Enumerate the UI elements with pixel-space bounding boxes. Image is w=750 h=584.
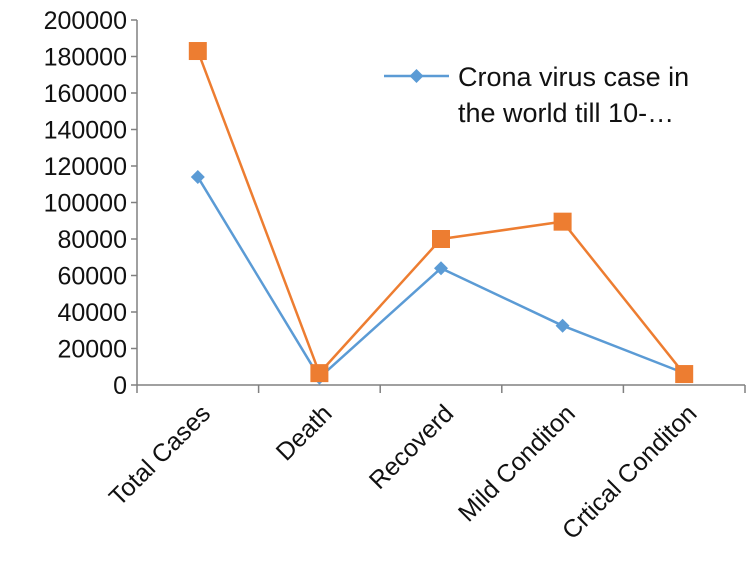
series-2-markers: [188, 42, 694, 384]
legend: Crona virus case in the world till 10-…: [384, 62, 689, 128]
series-layer: [188, 42, 694, 385]
y-tick-label: 60000: [57, 263, 127, 291]
series-1: [196, 176, 685, 379]
data-point-diamond: [190, 169, 205, 184]
legend-label-line-2: the world till 10-…: [458, 98, 674, 128]
data-point-square: [310, 364, 329, 383]
legend-label-line-1: Crona virus case in: [458, 62, 689, 92]
data-point-square: [553, 212, 572, 231]
series-1-markers: [190, 169, 692, 385]
x-tick-label: Mild Conditon: [453, 399, 581, 527]
data-point-diamond: [555, 318, 570, 333]
x-tick-label: Death: [271, 399, 338, 466]
data-point-square: [675, 365, 694, 384]
data-point-diamond: [434, 261, 448, 276]
y-tick-label: 0: [113, 372, 127, 400]
y-ticks: 0 20000 40000 60000 80000 100000 120000 140000 1…: [44, 7, 137, 400]
y-tick-label: 20000: [57, 336, 127, 364]
y-tick-label: 100000: [44, 190, 127, 218]
x-tick-label: Total Cases: [104, 399, 216, 511]
y-tick-label: 200000: [44, 7, 127, 35]
y-tick-label: 160000: [44, 80, 127, 108]
legend-marker-diamond-icon: [409, 69, 424, 83]
series-1-line: [196, 176, 685, 379]
x-tick-label: Recoverd: [364, 399, 459, 494]
y-tick-label: 120000: [44, 153, 127, 181]
y-tick-label: 140000: [44, 117, 127, 145]
data-point-square: [188, 42, 207, 61]
data-point-square: [432, 230, 450, 248]
y-tick-label: 40000: [57, 299, 127, 327]
y-tick-label: 180000: [44, 44, 127, 72]
y-tick-label: 80000: [57, 226, 127, 254]
